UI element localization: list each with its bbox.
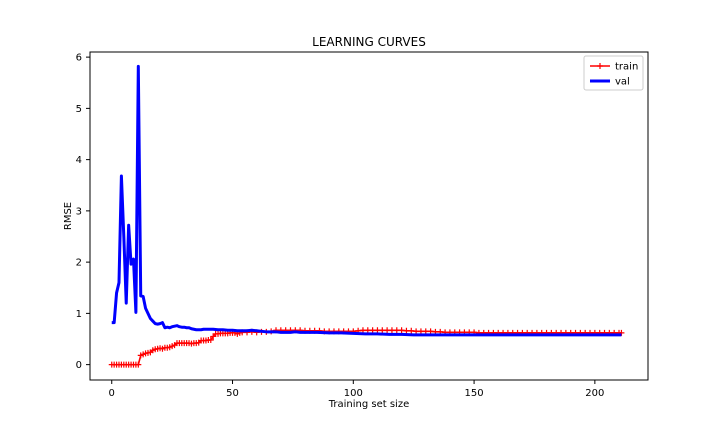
x-tick-label: 200 bbox=[585, 388, 604, 399]
y-tick-label: 6 bbox=[76, 53, 82, 64]
data-point-train bbox=[207, 337, 214, 344]
plot-area bbox=[108, 64, 625, 368]
x-axis-label: Training set size bbox=[328, 399, 410, 410]
legend: train val bbox=[583, 55, 644, 91]
legend-label-train: train bbox=[615, 62, 638, 73]
axes: 0 50 100 150 200 0 1 2 3 4 5 6 bbox=[76, 51, 649, 399]
y-tick-label: 5 bbox=[76, 104, 82, 115]
y-tick-label: 0 bbox=[76, 360, 82, 371]
legend-marker-train bbox=[597, 63, 603, 69]
x-tick-label: 100 bbox=[344, 388, 363, 399]
data-point-train bbox=[135, 361, 142, 368]
axes-frame bbox=[89, 51, 649, 381]
series-line-val bbox=[111, 64, 622, 337]
x-tick-label: 50 bbox=[226, 388, 239, 399]
legend-label-val: val bbox=[615, 77, 630, 88]
y-tick-label: 2 bbox=[76, 258, 82, 269]
y-axis-label: RMSE bbox=[63, 202, 74, 230]
x-tick-label: 0 bbox=[109, 388, 115, 399]
chart-title: LEARNING CURVES bbox=[312, 35, 426, 49]
y-tick-label: 1 bbox=[76, 309, 82, 320]
x-tick-label: 150 bbox=[465, 388, 484, 399]
y-tick-label: 4 bbox=[76, 155, 82, 166]
y-tick-label: 3 bbox=[76, 206, 82, 217]
